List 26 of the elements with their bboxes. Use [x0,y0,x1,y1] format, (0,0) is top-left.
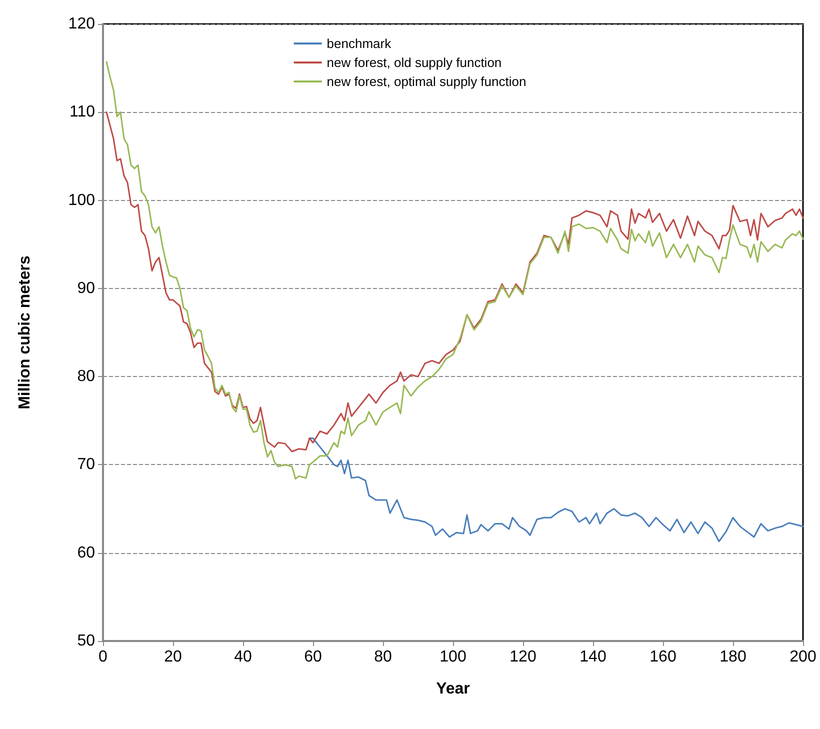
x-tick-label: 120 [510,648,536,666]
legend-label: new forest, optimal supply function [326,74,526,89]
line-series [308,438,804,542]
x-tick-label: 140 [580,648,606,666]
x-tick-label: 60 [304,648,322,666]
legend-label: new forest, old supply function [326,55,502,70]
y-axis-title: Million cubic meters [16,255,34,410]
x-tick-label: 40 [234,648,252,666]
y-tick-label: 60 [77,544,96,562]
x-axis-title: Year [436,680,470,698]
legend-label: benchmark [326,36,392,51]
y-tick-label: 50 [77,632,96,650]
y-tick-label: 70 [77,456,96,474]
line-series [106,111,804,452]
x-tick-label: 160 [650,648,676,666]
y-tick-label: 100 [68,192,96,209]
y-tick-label: 120 [68,16,96,32]
y-tick-label: 90 [77,280,96,297]
x-tick-label: 100 [440,648,466,666]
x-tick-label: 0 [98,648,108,666]
x-tick-label: 180 [720,648,746,666]
x-tick-label: 80 [374,648,392,666]
y-tick-label: 80 [77,368,96,386]
y-tick-label: 110 [69,104,96,121]
x-tick-label: 20 [164,648,182,666]
x-tick-label: 200 [790,648,816,666]
